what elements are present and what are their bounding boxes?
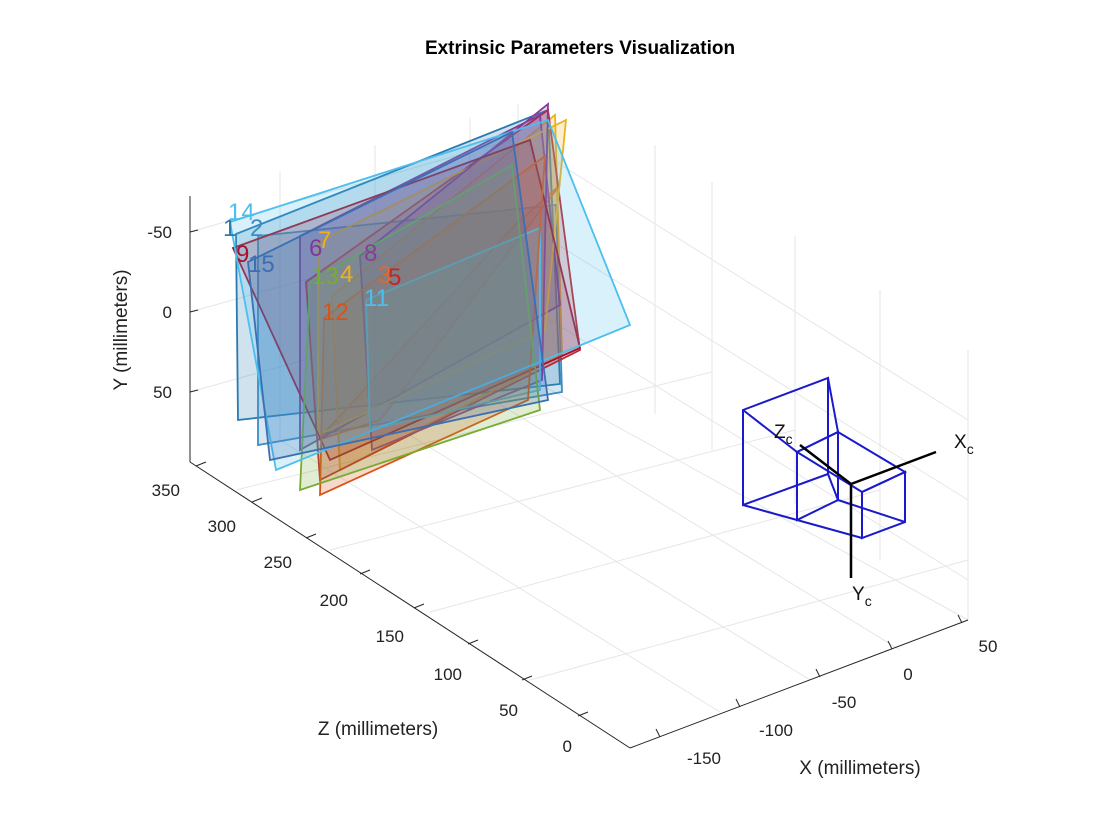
plane-label-11: 11 xyxy=(364,285,389,312)
plane-label-9: 9 xyxy=(236,241,249,268)
plane-label-2: 2 xyxy=(250,215,263,242)
plane-label-1: 1 xyxy=(223,215,236,242)
x-axis-label: X (millimeters) xyxy=(799,758,920,779)
x-tick: 0 xyxy=(903,665,912,684)
camera-x-label: Xc xyxy=(954,432,974,457)
camera-body-front xyxy=(861,470,906,540)
tick-marks xyxy=(189,229,963,738)
plane-label-5: 5 xyxy=(388,264,401,291)
plane-7 xyxy=(317,118,568,437)
plane-15 xyxy=(247,130,550,462)
plane-12 xyxy=(319,154,547,497)
plane-label-14: 14 xyxy=(228,199,255,226)
plane-label-13: 13 xyxy=(312,263,339,290)
plane-label-8: 8 xyxy=(364,240,377,267)
plane-9 xyxy=(231,138,582,462)
z-tick: 150 xyxy=(376,627,404,646)
plane-label-6: 6 xyxy=(309,235,322,262)
x-tick: -150 xyxy=(687,749,721,768)
z-axis-label: Z (millimeters) xyxy=(318,719,438,740)
camera-model xyxy=(742,376,937,578)
z-tick: 250 xyxy=(264,553,292,572)
y-tick: 50 xyxy=(153,383,172,402)
plane-label-3: 3 xyxy=(378,262,391,289)
x-tick: -100 xyxy=(759,721,793,740)
z-tick: 350 xyxy=(152,481,180,500)
plane-6 xyxy=(299,113,561,452)
calibration-planes xyxy=(228,102,632,497)
z-tick: 200 xyxy=(320,591,348,610)
plane-1 xyxy=(235,108,561,422)
camera-z-axis xyxy=(799,444,852,485)
plane-label-7: 7 xyxy=(318,227,331,254)
z-tick: 50 xyxy=(499,701,518,720)
z-tick: 300 xyxy=(208,517,236,536)
plane-label-15: 15 xyxy=(248,251,275,278)
plane-5 xyxy=(305,108,581,482)
x-tick: -50 xyxy=(832,693,857,712)
plane-13 xyxy=(299,163,541,492)
y-tick: 0 xyxy=(163,303,172,322)
z-tick: 0 xyxy=(563,737,572,756)
z-tick: 100 xyxy=(434,665,462,684)
x-tick: 50 xyxy=(979,637,998,656)
camera-x-axis xyxy=(850,450,937,486)
chart-title: Extrinsic Parameters Visualization xyxy=(425,38,735,59)
plane-14 xyxy=(228,118,632,472)
camera-y-label: Yc xyxy=(852,584,872,609)
plane-label-12: 12 xyxy=(322,299,349,326)
y-axis-label: Y (millimeters) xyxy=(111,269,132,390)
y-tick: -50 xyxy=(147,223,172,242)
camera-z-label: Zc xyxy=(774,422,793,447)
axes-lines xyxy=(189,196,969,749)
plane-label-4: 4 xyxy=(340,261,353,288)
